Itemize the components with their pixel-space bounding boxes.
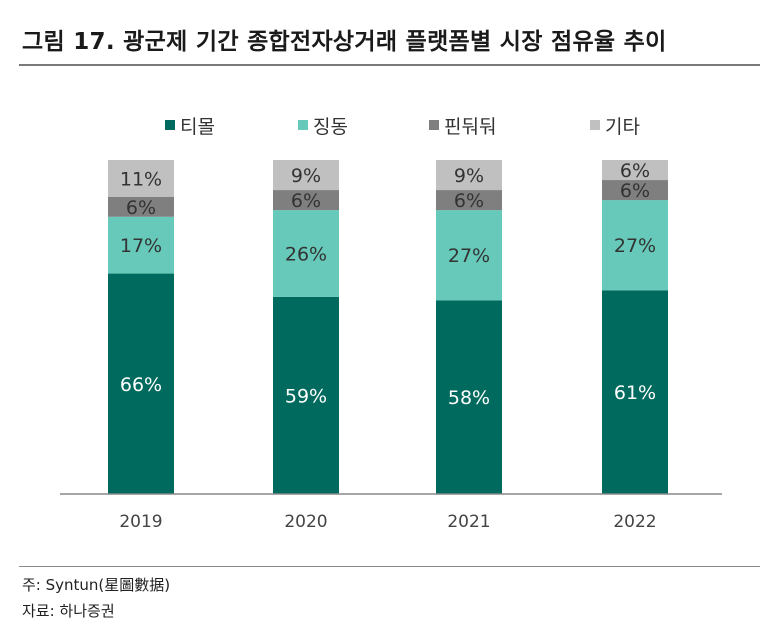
legend-item: 티몰 — [165, 116, 215, 138]
bar-segment-2019-3 — [108, 160, 174, 197]
bar-segment-2019-0 — [108, 273, 174, 494]
legend-label: 징동 — [313, 116, 348, 138]
data-label: 27% — [448, 245, 490, 267]
bar-segment-2020-0 — [273, 296, 339, 494]
legend: 티몰 징동 핀둬둬 기타 — [165, 116, 640, 138]
bar-segment-2019-2 — [108, 196, 174, 217]
data-label: 11% — [120, 168, 162, 190]
legend-label: 티몰 — [180, 116, 215, 138]
stacked-bar-chart: 티몰 징동 핀둬둬 기타 66% 17% 6% 11% 59% 26% 6% 9% 58% 27% 6% 9… — [60, 116, 722, 532]
data-label: 9% — [291, 165, 321, 187]
legend-label: 핀둬둬 — [444, 116, 496, 138]
legend-swatch — [429, 120, 439, 130]
data-label: 9% — [454, 165, 484, 187]
data-label: 6% — [291, 190, 321, 212]
bar-area: 66%17%6%11%59%26%6%9%58%27%6%9%61%27%6%6… — [108, 160, 668, 494]
bar-segment-2021-2 — [436, 190, 502, 211]
x-tick-label: 2022 — [613, 512, 656, 532]
chart-title: 그림 17. 광군제 기간 종합전자상거래 플랫폼별 시장 점유율 추이 — [22, 29, 667, 55]
footer-divider — [19, 566, 760, 567]
bar-segment-2022-0 — [602, 290, 668, 494]
data-label: 61% — [614, 382, 656, 404]
data-label: 6% — [126, 197, 156, 219]
bar-segment-2020-1 — [273, 210, 339, 297]
x-axis-ticks: 2019 2020 2021 2022 — [119, 512, 656, 532]
bar-segment-2022-1 — [602, 200, 668, 291]
legend-swatch — [165, 120, 175, 130]
data-label: 66% — [120, 374, 162, 396]
data-label: 26% — [285, 244, 327, 266]
legend-item: 핀둬둬 — [429, 116, 496, 138]
legend-label: 기타 — [605, 116, 640, 138]
bar-segment-2022-3 — [602, 160, 668, 181]
legend-swatch — [298, 120, 308, 130]
footnote-source: 자료: 하나증권 — [22, 602, 115, 620]
data-label: 27% — [614, 235, 656, 257]
data-label: 6% — [454, 190, 484, 212]
x-tick-label: 2021 — [447, 512, 490, 532]
bar-segment-2021-1 — [436, 210, 502, 301]
bar-segment-2019-1 — [108, 216, 174, 274]
data-label: 59% — [285, 385, 327, 407]
bar-segment-2021-0 — [436, 300, 502, 494]
legend-item: 기타 — [590, 116, 640, 138]
footnote-note: 주: Syntun(星圖數据) — [22, 576, 171, 594]
bar-segment-2022-2 — [602, 180, 668, 201]
bar-segment-2020-2 — [273, 190, 339, 211]
data-label: 6% — [620, 180, 650, 202]
bar-segment-2021-3 — [436, 160, 502, 191]
x-tick-label: 2019 — [119, 512, 162, 532]
title-divider — [19, 64, 760, 66]
legend-item: 징동 — [298, 116, 348, 138]
x-tick-label: 2020 — [284, 512, 327, 532]
data-label: 58% — [448, 387, 490, 409]
legend-swatch — [590, 120, 600, 130]
bar-segment-2020-3 — [273, 160, 339, 191]
data-label: 17% — [120, 235, 162, 257]
data-label: 6% — [620, 160, 650, 182]
